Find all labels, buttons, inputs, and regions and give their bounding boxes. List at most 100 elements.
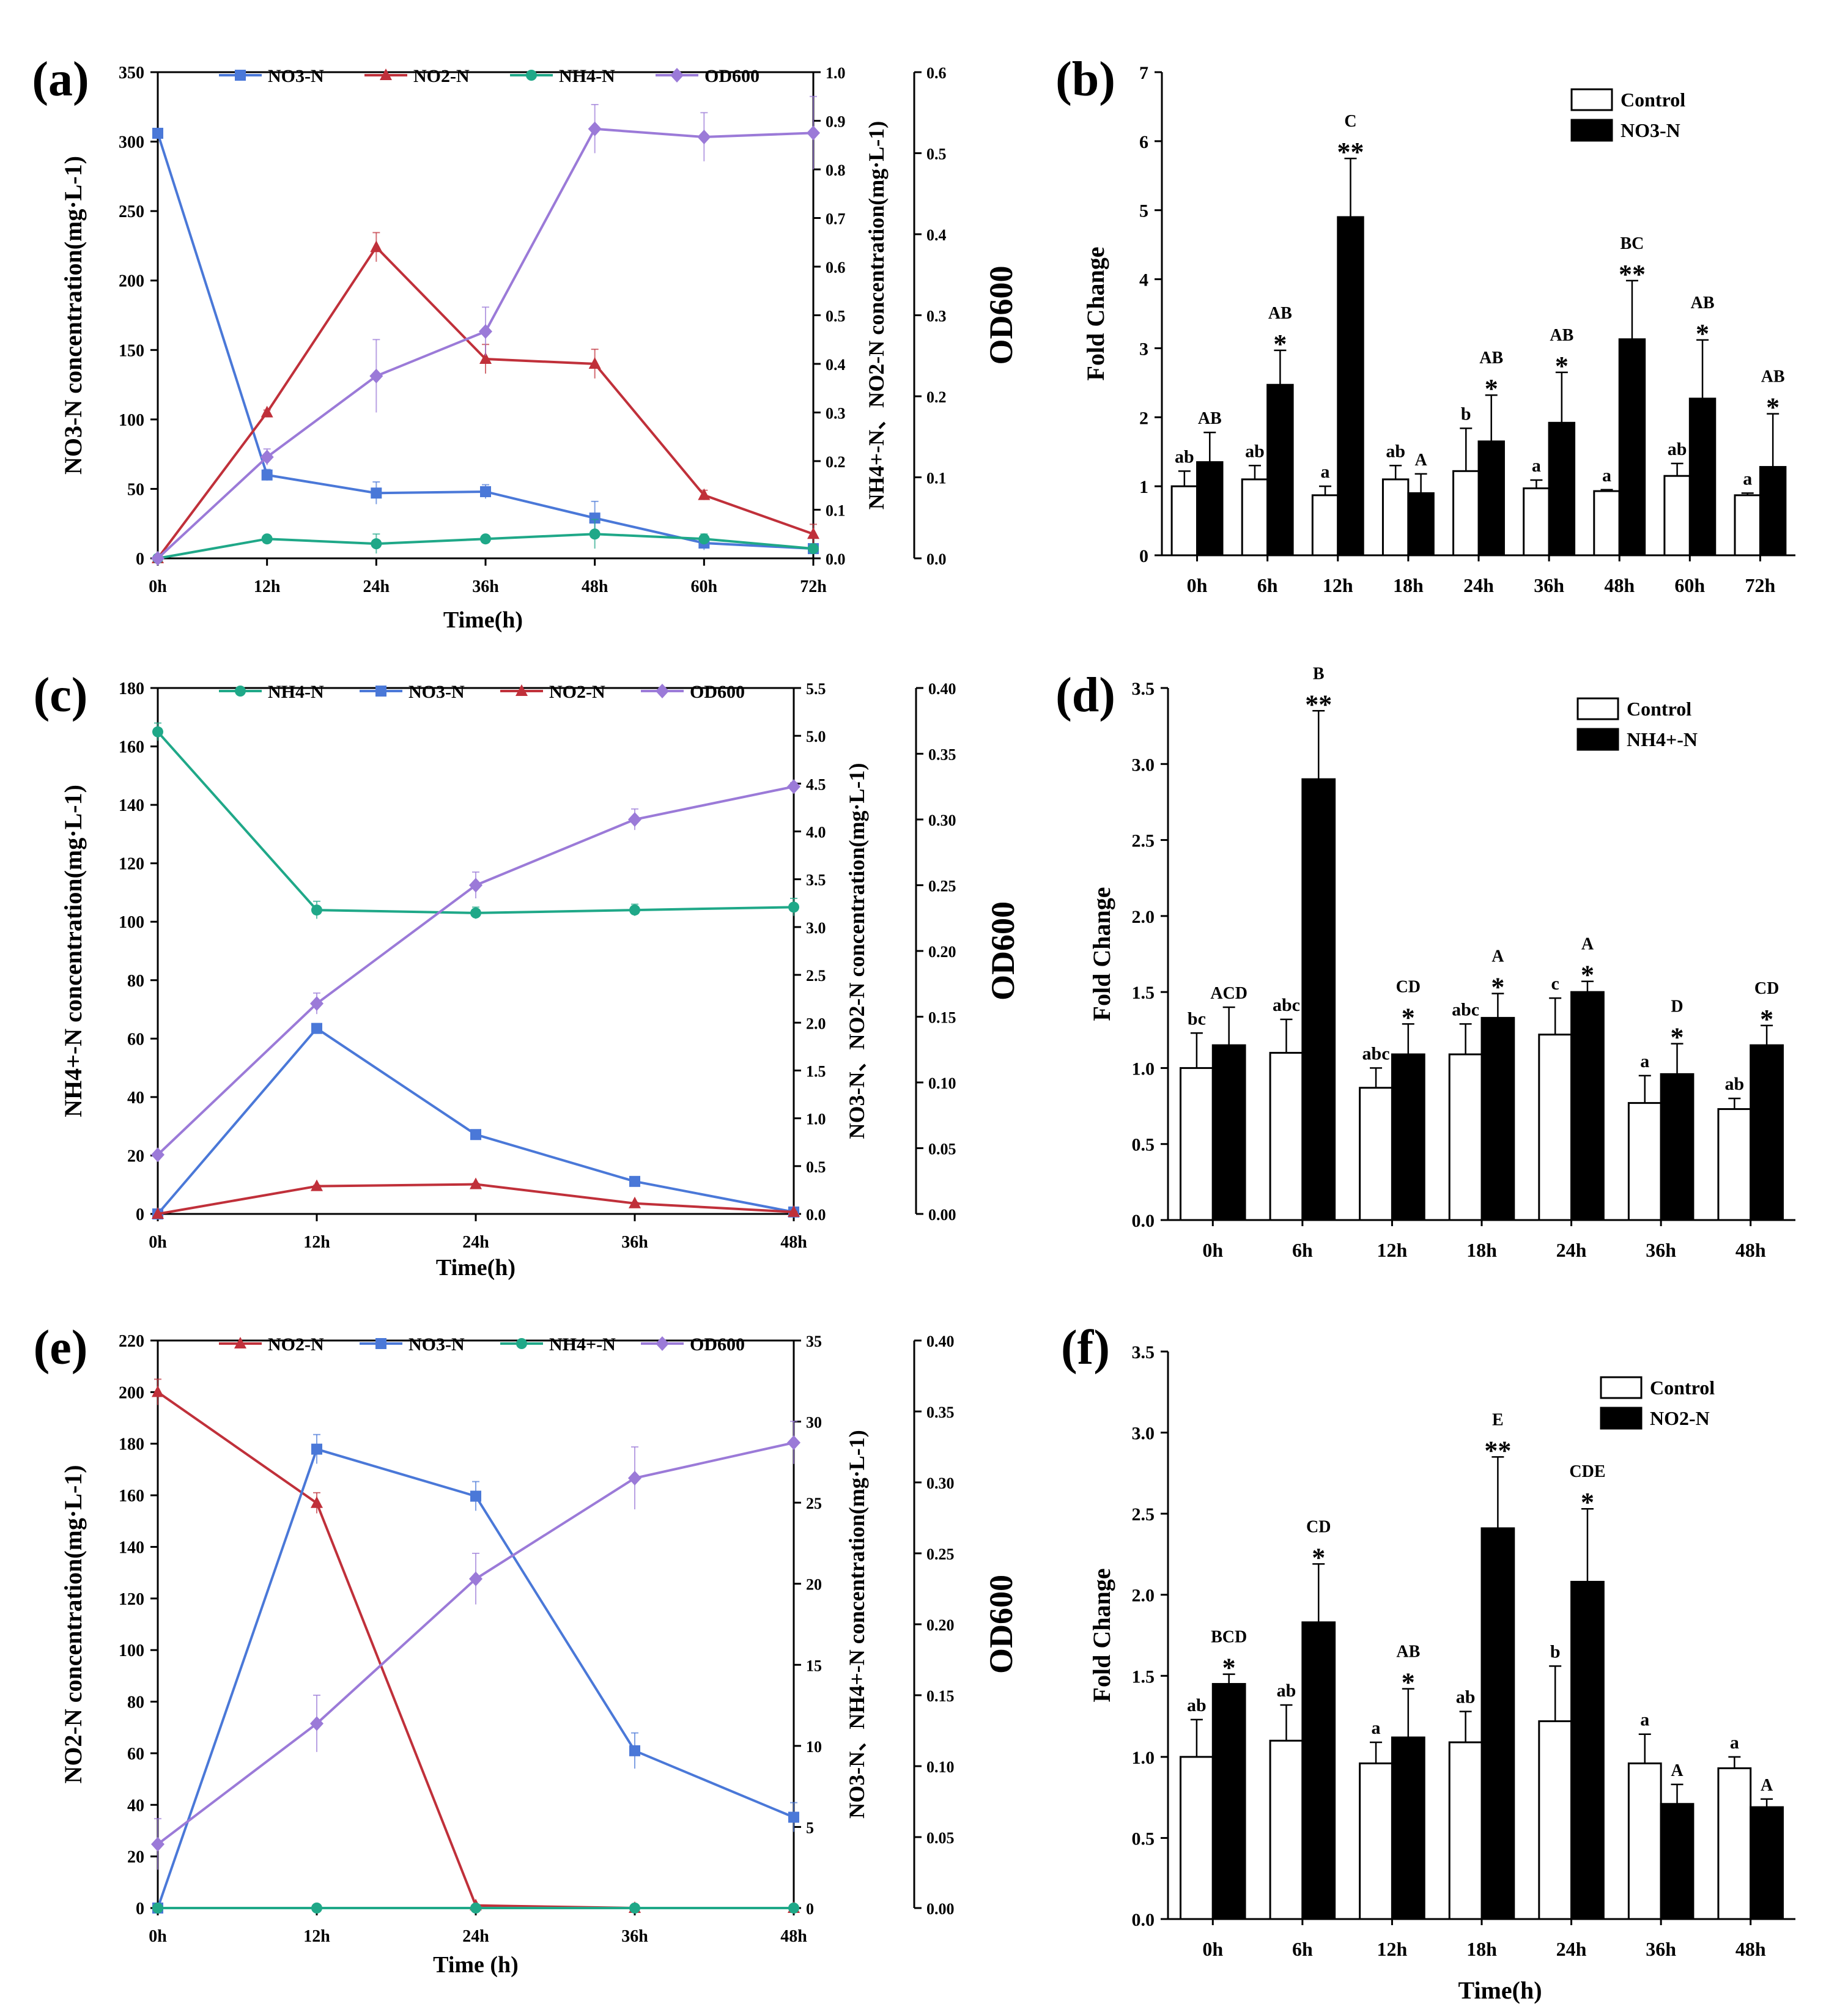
right1-tick-label: 5.5 <box>806 680 826 698</box>
control-bar <box>1269 1739 1304 1920</box>
control-letter: ab <box>1245 441 1265 461</box>
data-point <box>370 240 383 253</box>
control-letter: a <box>1532 456 1541 476</box>
panel-label: (f) <box>1061 1321 1110 1375</box>
bar-group: ab A <box>1381 441 1435 557</box>
series-od600 <box>151 1421 800 1870</box>
data-point <box>470 1490 481 1502</box>
right1-tick-label: 2.0 <box>806 1015 826 1032</box>
left-tick-label: 0 <box>136 1899 144 1918</box>
left-tick-label: 120 <box>119 855 144 874</box>
x-tick-label: 12h <box>1323 574 1353 596</box>
data-point <box>479 324 492 339</box>
series-no2-n <box>152 232 819 563</box>
right1-tick-label: 0.8 <box>826 161 846 179</box>
right1-tick-label: 20 <box>806 1576 822 1594</box>
od600-axis-label: OD600 <box>985 901 1021 1000</box>
data-point <box>588 357 601 369</box>
bar-group: ab * AB <box>1241 304 1294 557</box>
significance-star: * <box>1581 1487 1594 1517</box>
right1-tick-label: 10 <box>806 1738 822 1756</box>
data-point <box>480 486 491 497</box>
data-point <box>629 1196 641 1208</box>
y-tick-label: 3.5 <box>1132 679 1155 699</box>
x-tick-label: 0h <box>1202 1938 1223 1960</box>
bar-group: aA <box>1627 1710 1695 1920</box>
x-tick-label: 6h <box>1292 1938 1313 1960</box>
x-tick-label: 24h <box>1463 574 1494 596</box>
x-tick-label: 0h <box>149 577 167 596</box>
legend-item: OD600 <box>656 66 760 86</box>
right1-tick-label: 0.0 <box>826 550 846 568</box>
legend-treatment-label: NH4+-N <box>1627 728 1698 750</box>
y-tick-label: 0 <box>1139 546 1148 566</box>
treatment-letter: A <box>1414 451 1427 470</box>
data-point <box>311 1179 323 1191</box>
left-tick-label: 300 <box>119 133 144 152</box>
legend-control-swatch <box>1576 697 1619 720</box>
right1-tick-label: 5 <box>806 1819 814 1836</box>
treatment-bar <box>1570 991 1605 1221</box>
legend-label: OD600 <box>690 682 745 702</box>
x-tick-label: 12h <box>303 1927 330 1946</box>
data-point <box>152 726 163 738</box>
data-point <box>371 487 382 499</box>
y-tick-label: 1.5 <box>1132 983 1155 1003</box>
treatment-bar <box>1688 398 1717 557</box>
y-tick-label: 0.5 <box>1132 1829 1155 1849</box>
bar-group: b * CDE <box>1538 1462 1606 1920</box>
right2-tick-label: 0.0 <box>926 550 947 568</box>
y-tick-label: 1.5 <box>1132 1666 1155 1687</box>
left-axis-label: NH4+-N concentration(mg·L-1) <box>59 785 87 1117</box>
control-bar <box>1734 494 1761 557</box>
treatment-letter: BCD <box>1211 1628 1247 1647</box>
y-tick-label: 0.0 <box>1132 1910 1155 1930</box>
right2-tick-label: 0.6 <box>926 64 947 82</box>
data-point <box>261 469 273 481</box>
legend-label: NH4-N <box>559 66 615 86</box>
x-tick-label: 6h <box>1257 574 1278 596</box>
treatment-letter: B <box>1313 664 1325 683</box>
od600-axis-label: OD600 <box>983 1575 1019 1674</box>
significance-star: * <box>1671 1023 1684 1052</box>
control-bar <box>1170 485 1199 557</box>
significance-star: ** <box>1484 1435 1511 1465</box>
x-tick-label: 60h <box>691 577 718 596</box>
control-letter: abc <box>1362 1043 1390 1063</box>
legend-treatment-label: NO2-N <box>1650 1407 1710 1429</box>
x-tick-label: 24h <box>363 577 390 596</box>
right2-tick-label: 0.35 <box>926 1404 955 1421</box>
legend: Control NO2-N <box>1600 1376 1715 1430</box>
treatment-letter: AB <box>1268 304 1292 323</box>
right1-tick-label: 0.4 <box>826 356 846 374</box>
treatment-bar <box>1391 1736 1425 1920</box>
treatment-bar <box>1480 1016 1515 1221</box>
data-point <box>787 1435 800 1451</box>
data-point <box>788 1205 800 1217</box>
right1-tick-label: 1.0 <box>826 64 846 82</box>
data-point <box>588 121 602 136</box>
treatment-letter: AB <box>1691 294 1715 313</box>
y-tick-label: 2.5 <box>1132 831 1155 851</box>
treatment-letter: AB <box>1479 349 1503 368</box>
left-tick-label: 100 <box>119 411 144 430</box>
x-tick-label: 12h <box>303 1233 330 1252</box>
right1-tick-label: 0.6 <box>826 259 846 276</box>
legend-item: NH4-N <box>219 682 324 702</box>
x-tick-label: 12h <box>1377 1938 1408 1960</box>
treatment-letter: CD <box>1306 1517 1331 1536</box>
treatment-letter: AB <box>1198 409 1222 428</box>
control-bar <box>1538 1034 1573 1221</box>
significance-star: * <box>1491 972 1504 1002</box>
control-letter: a <box>1730 1733 1739 1753</box>
y-tick-label: 3.5 <box>1132 1342 1155 1363</box>
x-tick-label: 0h <box>1202 1239 1223 1261</box>
bar-group: ab * BCD <box>1180 1628 1247 1920</box>
y-tick-label: 3.0 <box>1132 1424 1155 1444</box>
od600-axis-label: OD600 <box>983 266 1019 365</box>
x-tick-label: 48h <box>1735 1938 1766 1960</box>
x-axis-label: Time(h) <box>1458 1977 1542 2004</box>
bar-panel-5: (f) 0.0 0.5 1.0 1.5 2.0 2.5 3.0 3.5 Fold Change 0h… <box>1061 1321 1795 2004</box>
data-point <box>311 1443 322 1455</box>
data-point <box>311 1496 323 1508</box>
